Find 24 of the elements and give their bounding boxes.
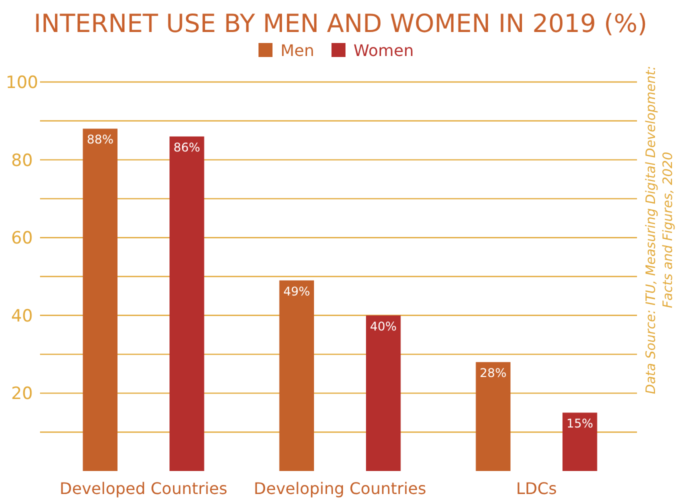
source-note: Data Source: ITU, Measuring Digital Development: Facts and Figures, 2020: [644, 66, 676, 394]
y-tick-label: 60: [11, 228, 33, 249]
y-tick-label: 100: [6, 73, 38, 93]
x-tick-label: Developed Countries: [60, 479, 228, 498]
x-tick-label: Developing Countries: [254, 479, 426, 498]
y-tick-label: 40: [11, 306, 33, 326]
x-tick-label: LDCs: [516, 479, 557, 498]
data-label: 88%: [86, 132, 114, 147]
chart-title: INTERNET USE BY MEN AND WOMEN IN 2019 (%): [34, 9, 648, 38]
legend-label: Men: [280, 41, 314, 60]
data-label: 15%: [566, 416, 594, 431]
data-label: 49%: [283, 284, 310, 298]
bar: [170, 136, 204, 471]
bar: [279, 280, 314, 471]
bar: [562, 412, 598, 471]
data-label: 40%: [370, 319, 397, 334]
y-tick-label: 20: [11, 384, 33, 404]
bar: [366, 315, 401, 471]
y-tick-label: 80: [11, 150, 33, 171]
bar: [476, 362, 510, 471]
data-label: 86%: [174, 140, 200, 154]
bar: [82, 128, 118, 471]
data-label: 28%: [480, 366, 506, 380]
legend-label: Women: [354, 41, 414, 60]
